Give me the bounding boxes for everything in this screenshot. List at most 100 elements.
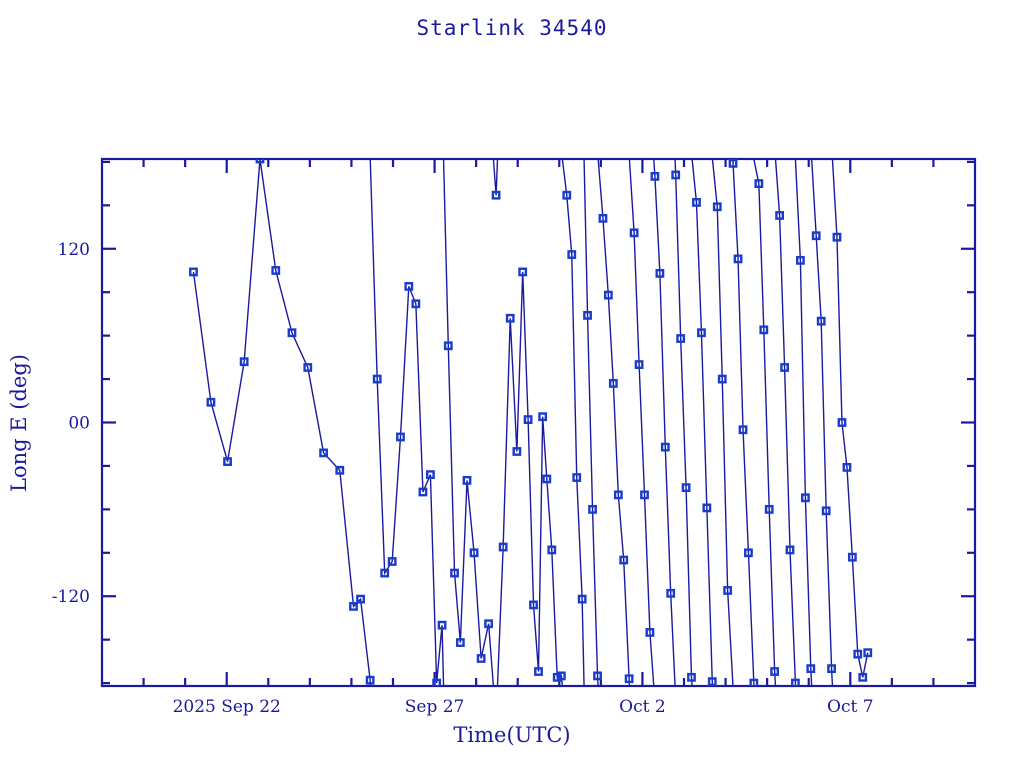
data-point-marker [432,678,442,686]
data-point-marker [717,374,727,384]
data-point-marker [666,588,676,598]
data-point-marker [744,548,753,558]
data-point-marker [847,552,857,562]
data-point-marker [411,299,421,309]
data-point-marker [476,654,486,663]
data-point-marker [335,465,345,475]
data-point-marker [629,228,639,238]
data-point-marker [645,628,655,637]
data-point-marker [770,667,780,676]
data-point-marker [816,316,826,326]
data-point-marker [518,267,528,277]
x-tick-label: Sep 27 [405,697,465,717]
x-tick-label: Oct 2 [619,697,666,717]
data-point-marker [593,671,602,681]
data-point-marker [255,159,265,164]
data-point-marker [619,555,629,565]
data-point-marker [692,198,701,207]
data-point-marker [206,397,216,407]
data-point-marker [583,310,592,320]
data-point-marker [634,360,644,369]
data-point-marker [640,490,649,500]
data-point-marker [749,678,759,686]
data-point-marker [603,290,613,300]
data-point-marker [505,313,515,323]
data-point-marker [650,171,660,181]
data-point-marker [624,674,634,684]
y-axis-ticks: 120 00 -120 [52,160,975,685]
data-point-marker [723,586,733,595]
page-title: Starlink 34540 [416,16,608,40]
data-point-marker [811,231,821,241]
data-point-marker [287,328,297,338]
data-point-marker [572,473,582,482]
data-point-marker [577,594,587,604]
data-point-marker [676,334,686,343]
y-tick-label: 120 [58,240,90,260]
data-point-marker [655,268,665,278]
data-point-marker [443,341,453,351]
data-point-marker [365,675,375,685]
data-point-marker [775,211,785,220]
x-tick-label: Oct 7 [827,697,874,717]
data-point-marker [372,374,382,384]
data-point-marker [542,474,552,484]
data-point-marker [853,649,863,659]
data-point-marker [712,202,722,212]
data-point-marker [697,328,706,338]
data-point-marker [613,490,623,500]
data-point-marker [764,504,774,514]
data-point-marker [450,568,459,578]
data-point-marker [396,432,405,442]
y-axis-title: Long E (deg) [7,354,31,492]
data-point-marker [271,266,281,275]
y-tick-label: -120 [52,587,90,607]
data-point-marker [462,476,472,485]
data-point-marker [754,179,764,189]
data-point-marker [387,557,397,566]
data-point-marker [426,470,435,480]
x-axis-ticks: 2025 Sep 22 Sep 27 Oct 2 Oct 7 [142,159,935,717]
data-point-marker [349,601,358,611]
series-path [192,159,869,686]
data-point-marker [738,425,748,435]
data-point-marker [733,254,743,264]
data-point-marker [556,671,566,681]
data-point-marker [538,412,548,422]
data-point-marker [660,442,670,452]
data-point-marker [800,493,810,503]
data-point-marker [498,542,508,552]
data-point-marker [796,255,805,265]
data-point-marker [547,545,557,555]
data-point-marker [785,545,795,555]
data-point-marker [827,664,836,674]
data-point-marker [455,638,465,647]
data-point-marker [837,418,847,427]
data-point-marker [356,594,365,604]
data-point-marker [562,190,572,200]
data-point-marker [806,664,816,674]
data-point-marker [491,190,501,200]
data-point-marker [863,648,873,658]
data-point-marker [512,447,522,456]
data-point-marker [529,600,538,610]
data-point-marker [223,457,232,466]
data-point-marker [728,159,738,168]
data-point-marker [588,504,597,514]
data-point-marker [534,667,543,676]
y-tick-label: 00 [68,414,90,434]
data-point-marker [858,672,868,682]
data-point-marker [189,267,198,277]
data-point-marker [608,379,618,388]
data-point-marker [380,568,390,578]
x-tick-label: 2025 Sep 22 [173,697,281,717]
data-point-marker [821,506,831,516]
data-point-markers [189,159,873,686]
data-point-marker [303,363,313,372]
data-point-marker [702,503,712,513]
data-point-marker [239,357,249,367]
data-point-marker [707,677,717,686]
data-point-marker [681,483,691,493]
